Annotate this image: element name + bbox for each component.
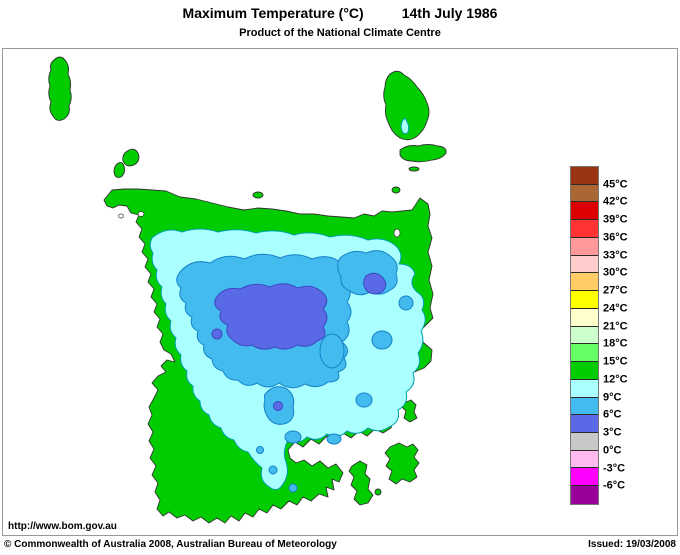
cool-patch	[355, 392, 373, 408]
temperature-legend: 45°C 42°C 39°C 36°C 33°C 30°C 27°C 24°C 21°C 18°C…	[570, 166, 648, 505]
page-title: Maximum Temperature (°C)	[182, 5, 364, 21]
legend-swatch	[571, 255, 598, 274]
legend-label: 3°C	[603, 426, 622, 439]
legend-swatch	[571, 344, 598, 363]
legend-swatch	[571, 184, 598, 203]
cool-patch	[371, 330, 393, 350]
region-3-6-south-dot	[273, 401, 283, 411]
legend-label: 9°C	[603, 391, 622, 404]
cool-patch	[256, 446, 264, 454]
legend-swatch	[571, 415, 598, 434]
clarke-islet	[408, 166, 420, 172]
storm-bay-islet	[374, 488, 382, 496]
lake	[137, 211, 145, 217]
cape-barren-island	[399, 144, 447, 163]
legend-label: 24°C	[603, 302, 628, 315]
region-3-6-northeast	[363, 272, 387, 295]
legend-labels: 45°C 42°C 39°C 36°C 33°C 30°C 27°C 24°C 21°C 18°C…	[603, 167, 648, 504]
legend-label: 12°C	[603, 373, 628, 386]
legend-label: 21°C	[603, 320, 628, 333]
legend-swatch	[571, 468, 598, 487]
legend-label: 6°C	[603, 408, 622, 421]
issued-date: Issued: 19/03/2008	[588, 539, 676, 550]
legend-swatch	[571, 397, 598, 416]
bruny-island	[348, 460, 374, 506]
legend-label: 42°C	[603, 195, 628, 208]
copyright-text: © Commonwealth of Australia 2008, Austra…	[4, 539, 337, 550]
region-3-6-dot	[211, 328, 223, 340]
legend-swatch	[571, 291, 598, 309]
legend-swatch	[571, 220, 598, 238]
legend-swatch	[571, 202, 598, 221]
legend-label: 33°C	[603, 249, 628, 262]
tasman-peninsula	[384, 442, 420, 485]
legend-swatch-column	[570, 166, 599, 505]
cool-patch	[284, 430, 302, 444]
cool-patch	[398, 295, 414, 311]
legend-label: 45°C	[603, 178, 628, 191]
legend-swatch	[571, 167, 598, 185]
legend-swatch	[571, 450, 598, 469]
hunter-islet-small	[113, 161, 126, 178]
legend-swatch	[571, 486, 598, 504]
page-date: 14th July 1986	[401, 5, 498, 21]
north-coast-islet	[252, 191, 264, 199]
legend-swatch	[571, 308, 598, 327]
region-3-6-core	[214, 283, 328, 350]
legend-swatch	[571, 379, 598, 398]
legend-label: -6°C	[603, 479, 626, 492]
lake	[393, 228, 401, 238]
legend-label: 30°C	[603, 266, 628, 279]
page-subtitle: Product of the National Climate Centre	[239, 27, 441, 39]
legend-label: 0°C	[603, 444, 622, 457]
king-island	[48, 56, 72, 121]
cool-patch	[326, 433, 342, 445]
hunter-islet	[122, 148, 140, 167]
legend-swatch	[571, 362, 598, 380]
maria-island	[401, 399, 418, 423]
flinders-cool-spot	[400, 118, 410, 135]
header: Maximum Temperature (°C) 14th July 1986	[0, 5, 680, 21]
legend-swatch	[571, 326, 598, 345]
northeast-islet	[391, 186, 401, 194]
legend-label: -3°C	[603, 462, 626, 475]
legend-label: 15°C	[603, 355, 628, 368]
cool-patch	[319, 333, 345, 369]
legend-label: 18°C	[603, 337, 628, 350]
legend-label: 27°C	[603, 284, 628, 297]
legend-label: 39°C	[603, 213, 628, 226]
cool-patch	[268, 465, 278, 475]
flinders-island	[383, 70, 430, 141]
legend-swatch	[571, 237, 598, 256]
lake	[118, 213, 124, 219]
legend-swatch	[571, 273, 598, 292]
source-url: http://www.bom.gov.au	[8, 521, 117, 532]
cool-patch	[288, 483, 298, 493]
legend-swatch	[571, 433, 598, 451]
legend-label: 36°C	[603, 231, 628, 244]
